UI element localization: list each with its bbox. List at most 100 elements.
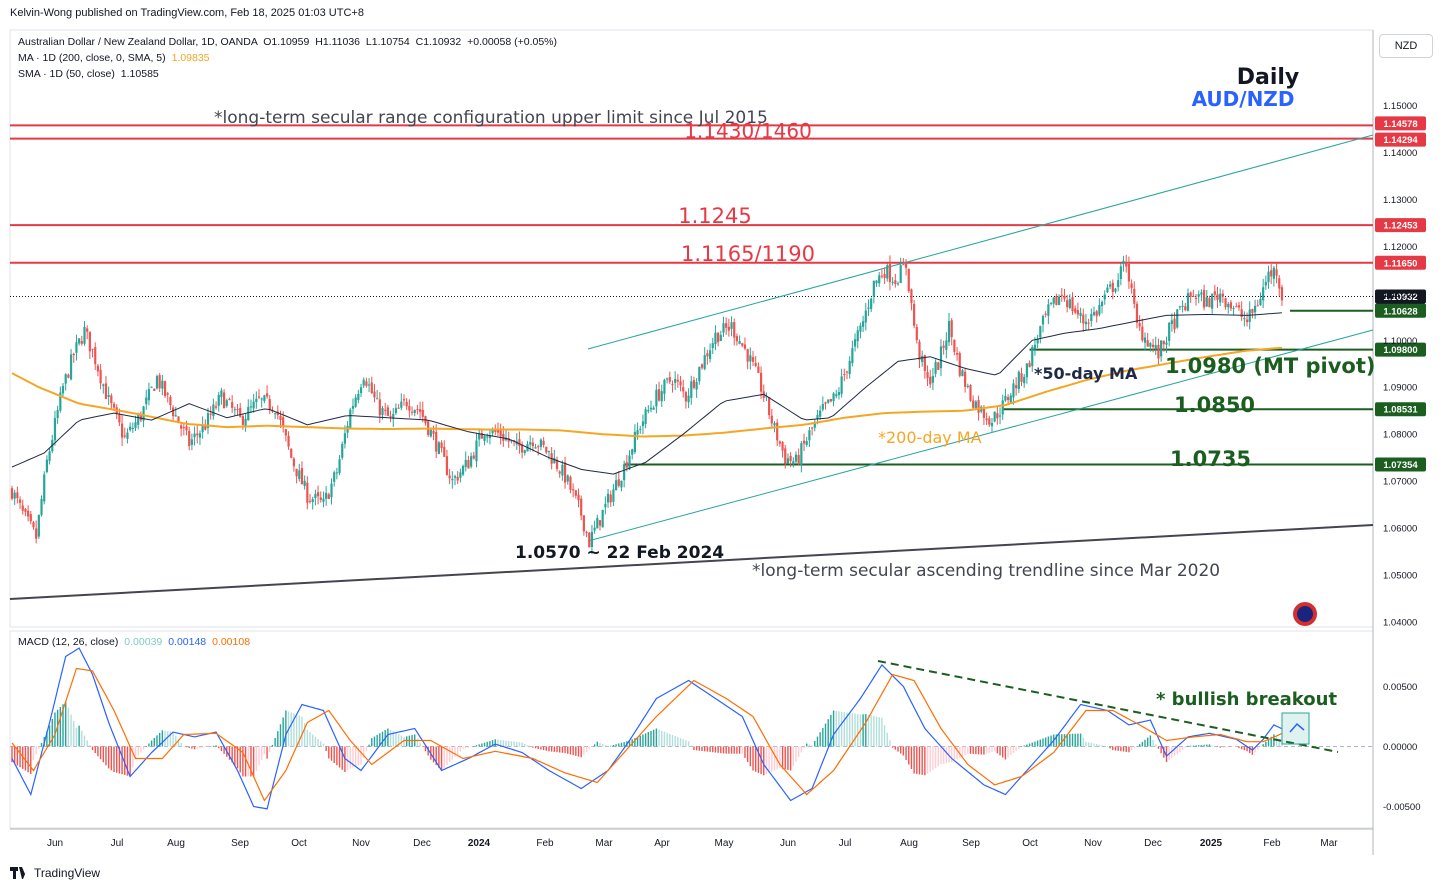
currency-button[interactable]: NZD <box>1379 34 1433 58</box>
macd-histogram-bar <box>438 746 440 768</box>
candle-body <box>1202 290 1206 308</box>
macd-histogram-bar <box>1273 734 1275 747</box>
macd-histogram-bar <box>1114 746 1117 751</box>
macd-histogram-bar <box>679 738 682 747</box>
candle-body <box>1165 342 1168 345</box>
macd-line <box>11 647 1283 810</box>
macd-histogram-bar <box>838 711 840 747</box>
candle-body <box>282 417 285 428</box>
ohlc-open: O1.10959 <box>263 36 310 48</box>
candle-body <box>274 413 277 415</box>
candle-body <box>150 386 153 388</box>
candle-body <box>904 263 908 268</box>
macd-histogram-bar <box>607 746 609 747</box>
candle-body <box>177 416 180 424</box>
candle-body <box>319 497 322 500</box>
candle-body <box>10 488 14 499</box>
tradingview-logo[interactable]: TradingView <box>10 866 100 880</box>
macd-histogram-bar <box>814 740 816 747</box>
candle-body <box>145 397 148 405</box>
macd-histogram-bar <box>67 708 70 747</box>
macd-histogram-bar <box>279 724 282 747</box>
macd-histogram-bar <box>1149 735 1152 747</box>
macd-histogram-bar <box>929 746 931 772</box>
candle-body <box>558 471 561 474</box>
macd-histogram-bar <box>975 746 977 755</box>
macd-histogram-bar <box>967 746 969 754</box>
macd-histogram-bar <box>499 739 502 747</box>
macd-histogram-bar <box>948 746 950 763</box>
macd-legend[interactable]: MACD (12, 26, close) 0.00039 0.00148 0.0… <box>18 636 250 648</box>
price-badge-label: 1.14294 <box>1383 135 1418 146</box>
macd-histogram-bar <box>940 746 942 765</box>
candle-body <box>397 407 400 409</box>
macd-histogram-bar <box>1010 746 1012 756</box>
candle-body <box>837 392 841 396</box>
macd-histogram-bar <box>325 746 327 751</box>
candle-body <box>692 380 696 388</box>
candle-body <box>1055 296 1058 305</box>
candle-body <box>419 409 422 412</box>
chart-title: Daily <box>1237 65 1300 90</box>
macd-histogram-bar <box>295 714 298 747</box>
macd-histogram-bar <box>951 746 953 763</box>
candle-body <box>29 514 32 522</box>
macd-histogram-bar <box>258 746 260 766</box>
candle-body <box>13 492 16 499</box>
price-badge-label: 1.14578 <box>1383 119 1417 130</box>
macd-histogram-bar <box>588 746 590 750</box>
ma200-legend[interactable]: MA · 1D (200, close, 0, SMA, 5) 1.09835 <box>18 52 210 64</box>
macd-histogram-bar <box>937 746 939 767</box>
candle-body <box>129 426 132 431</box>
candle-body <box>134 422 137 428</box>
price-tick-label: 1.11000 <box>1383 289 1417 300</box>
macd-histogram-bar <box>854 713 856 747</box>
macd-histogram-bar <box>1155 744 1157 747</box>
macd-histogram-bar <box>467 746 470 748</box>
candle-body <box>1235 306 1238 308</box>
candle-body <box>349 409 352 428</box>
candle-body <box>977 400 980 413</box>
candle-body <box>582 515 585 532</box>
candle-body <box>1219 293 1222 303</box>
macd-histogram-bar <box>346 746 349 771</box>
macd-histogram-bar <box>260 746 263 760</box>
macd-histogram-bar <box>432 746 435 763</box>
macd-histogram-bar <box>1061 734 1063 747</box>
candle-body <box>797 454 800 464</box>
price-badge-label: 1.10628 <box>1383 306 1417 317</box>
macd-histogram-bar <box>1214 746 1216 747</box>
macd-histogram-bar <box>763 746 765 776</box>
candle-body <box>620 480 623 488</box>
candle-body <box>711 343 714 349</box>
macd-histogram-bar <box>110 746 113 771</box>
candle-body <box>239 407 242 417</box>
candle-body <box>529 442 532 445</box>
macd-histogram-bar <box>832 710 835 747</box>
candle-body <box>574 490 577 496</box>
candle-body <box>56 410 59 419</box>
candle-body <box>958 353 961 376</box>
macd-histogram-bar <box>983 746 985 755</box>
macd-histogram-bar <box>1012 746 1015 753</box>
macd-histogram-bar <box>883 725 886 747</box>
ohlc-high: H1.11036 <box>315 36 360 48</box>
candle-body <box>668 377 671 382</box>
macd-histogram-bar <box>781 746 784 769</box>
macd-histogram-bar <box>424 746 427 752</box>
candle-body <box>80 341 83 344</box>
candle-body <box>631 449 634 455</box>
macd-histogram-bar <box>193 746 196 750</box>
macd-histogram-bar <box>996 746 999 754</box>
macd-histogram-bar <box>207 746 209 747</box>
macd-histogram-bar <box>405 736 408 747</box>
candle-body <box>298 470 301 479</box>
macd-histogram-bar <box>752 746 754 771</box>
macd-histogram-bar <box>204 746 207 748</box>
sma50-legend[interactable]: SMA · 1D (50, close) 1.10585 <box>18 68 159 80</box>
candle-body <box>1173 318 1176 330</box>
candle-body <box>617 479 620 486</box>
macd-histogram-bar <box>1028 743 1031 747</box>
macd-histogram-bar <box>612 745 615 747</box>
